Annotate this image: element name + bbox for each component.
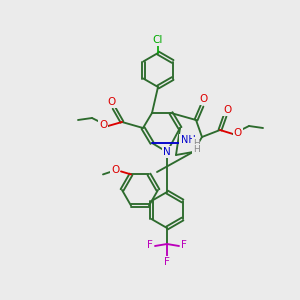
Text: O: O — [108, 97, 116, 107]
Text: F: F — [164, 257, 170, 267]
Text: Cl: Cl — [153, 35, 163, 45]
Text: H: H — [193, 146, 200, 154]
Text: O: O — [200, 94, 208, 104]
Text: H: H — [193, 139, 200, 148]
Text: O: O — [99, 120, 107, 130]
Text: NH: NH — [181, 135, 195, 145]
Text: F: F — [147, 240, 153, 250]
Text: N: N — [163, 147, 171, 157]
Text: O: O — [234, 128, 242, 138]
Text: F: F — [181, 240, 187, 250]
Text: O: O — [223, 105, 231, 115]
Text: O: O — [111, 165, 119, 176]
